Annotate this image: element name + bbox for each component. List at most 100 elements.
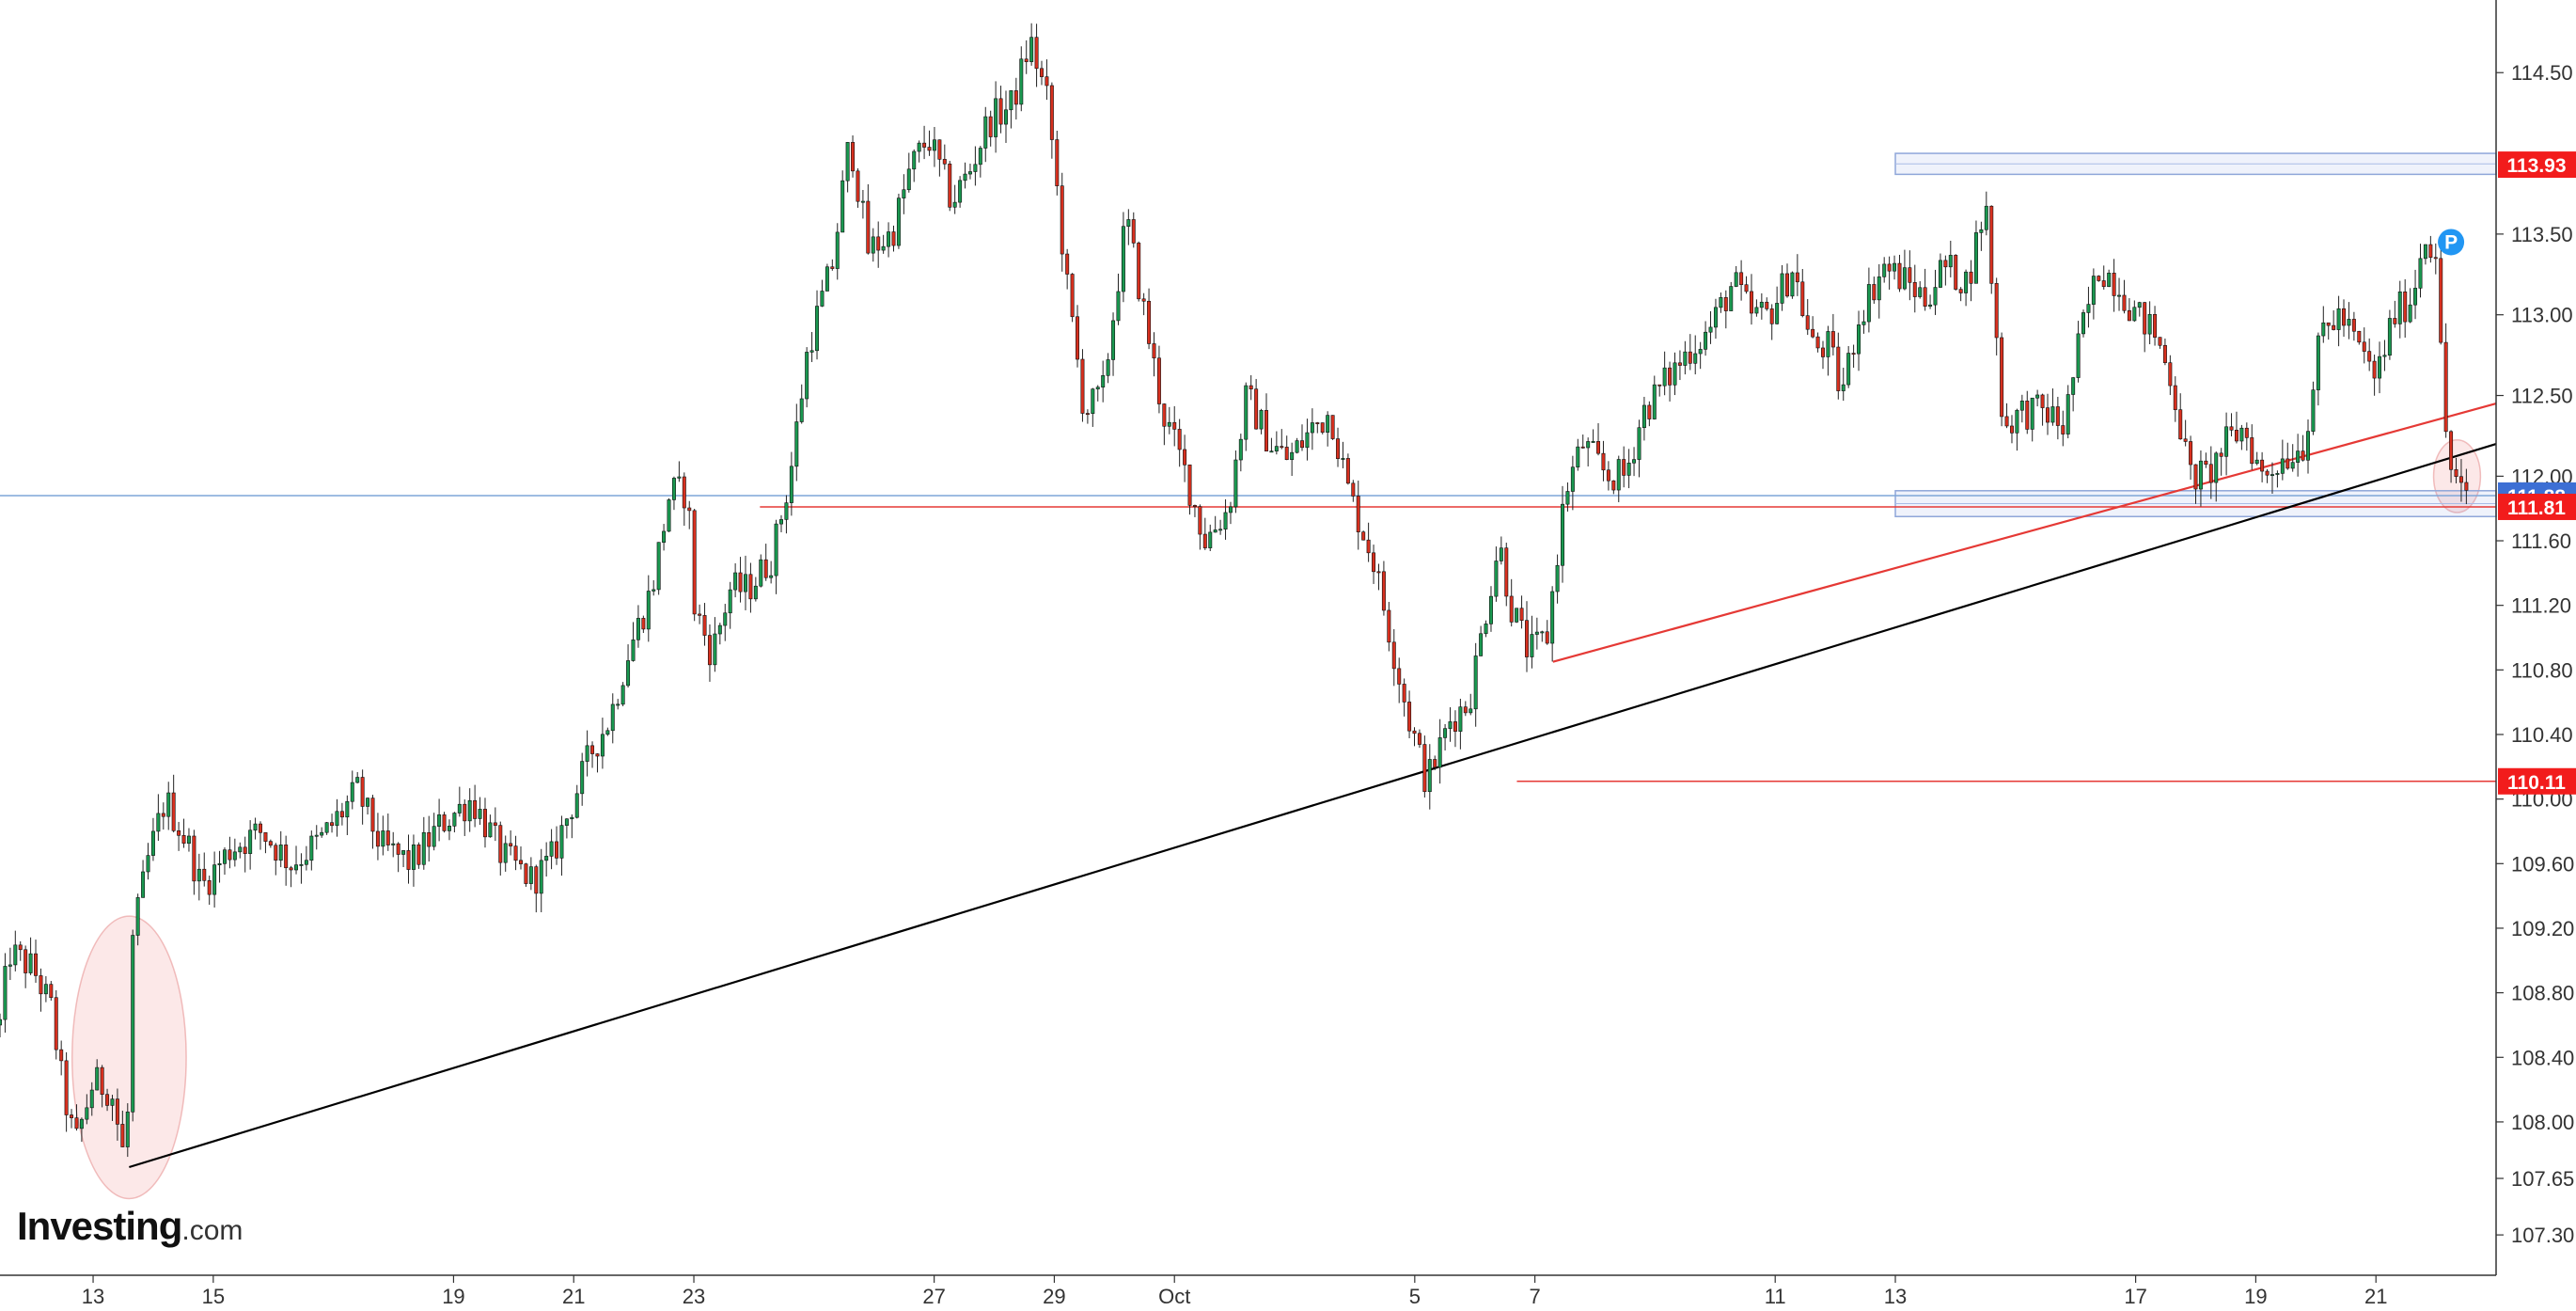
candle-body xyxy=(2357,330,2362,343)
candle-body xyxy=(3,966,8,1020)
candle-body xyxy=(1821,347,1825,357)
candle-body xyxy=(2254,459,2259,465)
candle-body xyxy=(1780,273,1784,304)
candle-body xyxy=(1984,205,1988,230)
candle-body xyxy=(856,170,860,202)
candle-body xyxy=(1882,263,1887,277)
candle-body xyxy=(253,823,258,831)
candle-body xyxy=(616,703,620,706)
candle-body xyxy=(707,635,712,666)
candle-body xyxy=(1131,219,1136,244)
y-tick-label: 110.40 xyxy=(2511,723,2573,747)
x-tick-label: 11 xyxy=(1765,1285,1786,1308)
candle-body xyxy=(1989,205,1994,284)
candle-body xyxy=(2458,476,2463,483)
candle-body xyxy=(1912,282,1917,297)
candle-body xyxy=(1979,229,1984,233)
y-tick-label: 113.00 xyxy=(2511,304,2573,327)
candle-body xyxy=(2219,452,2223,457)
candle-body xyxy=(1893,262,1897,272)
candle-body xyxy=(181,835,186,845)
x-tick-label: 23 xyxy=(683,1285,705,1308)
candle-body xyxy=(2066,394,2070,434)
candle-body xyxy=(1013,90,1018,105)
candle-body xyxy=(1116,291,1121,322)
candle-body xyxy=(2127,309,2131,322)
x-tick-label: 5 xyxy=(1409,1285,1421,1308)
candle-body xyxy=(1004,109,1008,125)
candle-body xyxy=(851,142,856,172)
candle-body xyxy=(978,148,982,166)
candle-body xyxy=(952,201,957,208)
candle-body xyxy=(463,803,467,822)
candle-body xyxy=(478,809,482,819)
candle-body xyxy=(1790,272,1795,297)
candle-body xyxy=(998,98,1003,125)
candle-body xyxy=(2117,294,2122,297)
candle-body xyxy=(447,826,451,831)
candle-body xyxy=(2306,431,2310,461)
candle-body xyxy=(524,863,528,884)
candle-body xyxy=(2408,304,2412,323)
marker-circle xyxy=(2438,229,2465,256)
candle-body xyxy=(2234,430,2238,442)
candle-body xyxy=(2413,288,2418,306)
candle-body xyxy=(1029,37,1034,62)
candle-body xyxy=(54,997,58,1050)
candle-body xyxy=(2378,355,2382,379)
candle-body xyxy=(268,841,273,846)
candle-body xyxy=(2162,344,2167,363)
candle-body xyxy=(1351,482,1356,497)
candle-body xyxy=(1734,272,1738,287)
candle-body xyxy=(186,835,191,845)
candle-body xyxy=(2193,464,2198,490)
candle-body xyxy=(1305,432,1310,449)
candle-body xyxy=(799,398,804,422)
candle-body xyxy=(324,822,329,833)
candle-body xyxy=(34,953,39,976)
candle-body xyxy=(1034,37,1039,70)
x-tick-label: 7 xyxy=(1529,1285,1540,1308)
candle-body xyxy=(100,1066,104,1095)
candle-body xyxy=(2260,459,2265,472)
candle-body xyxy=(2040,394,2045,408)
candle-body xyxy=(59,1049,64,1062)
x-tick-label: 19 xyxy=(2244,1285,2267,1308)
candle-body xyxy=(1866,284,1871,323)
candle-body xyxy=(375,830,380,847)
candle-body xyxy=(2000,337,2004,418)
candle-body xyxy=(2153,313,2158,338)
candle-body xyxy=(744,574,747,592)
candle-body xyxy=(753,585,758,600)
candle-body xyxy=(1519,608,1524,621)
candle-body xyxy=(2015,409,2019,434)
candle-body xyxy=(228,849,232,861)
candle-body xyxy=(89,1089,94,1109)
candle-body xyxy=(2464,482,2469,491)
candle-body xyxy=(682,476,686,509)
candle-body xyxy=(161,813,165,817)
candle-body xyxy=(1244,385,1249,440)
candle-body xyxy=(278,845,283,861)
candle-body xyxy=(1580,446,1585,449)
candle-body xyxy=(1213,529,1217,533)
candle-body xyxy=(1805,315,1810,330)
candle-body xyxy=(2372,360,2377,379)
candle-body xyxy=(2137,302,2142,308)
candle-body xyxy=(2265,470,2270,476)
candle-body xyxy=(1555,564,1560,592)
candle-body xyxy=(274,845,278,861)
candle-body xyxy=(1443,728,1448,738)
candle-body xyxy=(2035,394,2040,399)
candle-body xyxy=(1458,706,1463,732)
candle-body xyxy=(1673,362,1677,386)
candle-body xyxy=(2208,464,2213,483)
plot-area: P xyxy=(0,23,2497,1200)
candle-body xyxy=(212,864,217,895)
candle-body xyxy=(1106,359,1110,376)
x-tick-label: 21 xyxy=(2364,1285,2387,1308)
candle-body xyxy=(1019,58,1024,105)
candle-body xyxy=(1775,303,1780,324)
y-tick-label: 109.20 xyxy=(2511,917,2574,940)
candle-body xyxy=(1040,68,1044,77)
